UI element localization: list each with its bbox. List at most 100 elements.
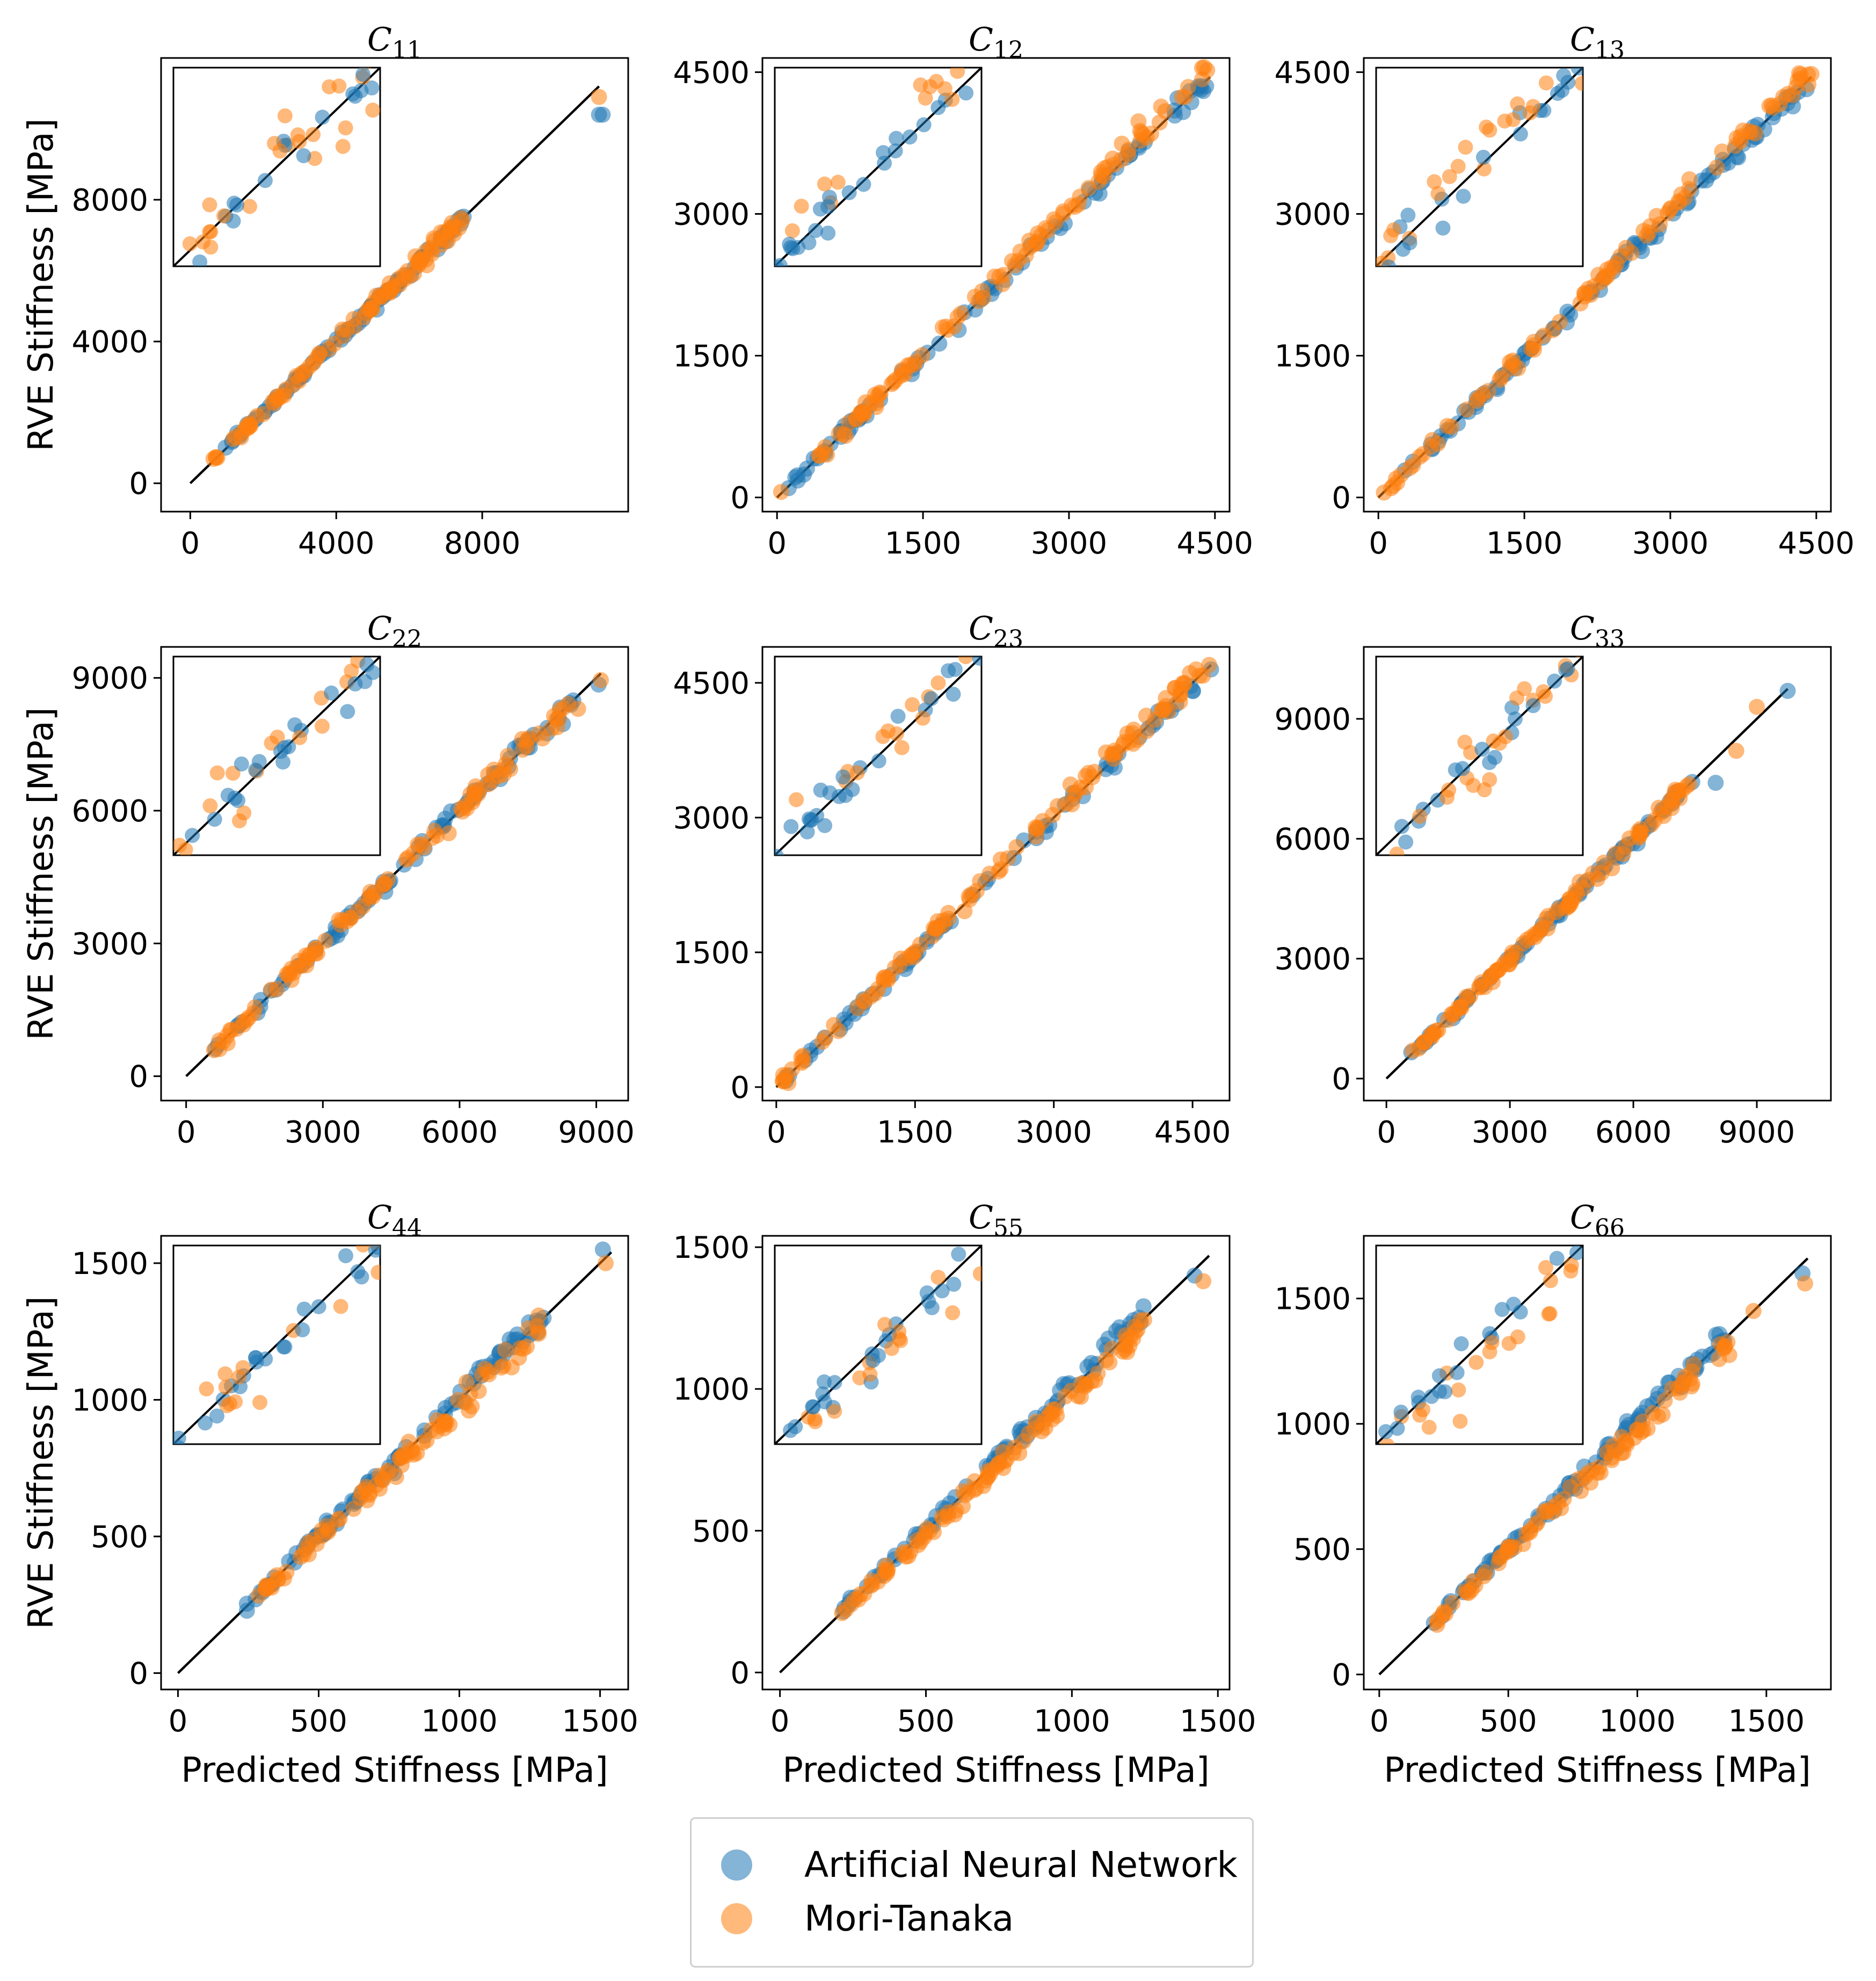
inset-point-ann [972,657,981,666]
inset [1375,656,1584,856]
data-point-mt [499,748,516,764]
scatter-points [1426,1265,1813,1633]
y-tick-label: 3000 [1274,197,1351,232]
data-point-mt [1683,1378,1700,1395]
data-point-mt [1604,860,1620,877]
data-point-mt [1646,812,1663,828]
y-tick-label: 4000 [71,325,148,360]
data-point-mt [850,1591,867,1608]
data-point-mt [863,1577,879,1594]
inset-point-mt [202,197,217,213]
y-tick-label: 3000 [71,927,148,962]
scatter-points [205,89,611,467]
x-tick-label: 1500 [562,1704,638,1739]
data-point-mt [1656,1392,1673,1409]
inset-point-ann [871,753,886,769]
data-point-mt [519,1338,535,1355]
x-tick-label: 1500 [885,526,962,561]
inset-point-ann [820,225,836,241]
inset-point-ann [947,661,963,677]
data-point-mt [593,672,609,688]
data-point-mt [345,1501,362,1517]
inset-point-ann [775,848,784,855]
inset-point-mt [817,176,832,192]
inset-point-ann [890,709,906,724]
data-point-mt [375,1472,391,1489]
inset-point-mt [807,1411,823,1427]
scatter-points [1376,65,1820,501]
data-point-mt [283,972,300,988]
inset-point-mt [202,798,218,813]
data-point-mt [263,981,280,998]
inset-point-mt [231,1370,247,1385]
data-point-mt [1631,828,1648,844]
data-point-mt [935,916,951,933]
data-point-mt [381,275,398,292]
inset-point-mt [1510,1329,1525,1345]
data-point-mt [896,1544,913,1561]
data-point-mt [297,947,314,964]
inset-point-mt [918,90,933,106]
inset-point-ann [1393,1404,1409,1420]
inset-point-mt [333,1299,348,1314]
data-point-mt [831,425,847,442]
inset-point-mt [292,134,307,149]
data-point-mt [1761,98,1778,114]
inset [774,1244,983,1445]
data-point-mt [855,992,871,1009]
inset [172,1244,381,1445]
inset-point-ann [888,143,903,159]
inset-point-ann [1449,1365,1465,1380]
x-tick-label: 0 [1369,526,1388,561]
x-tick-label: 3000 [1632,526,1709,561]
subplot-title: C33 [1570,610,1625,653]
subplot-title: C11 [367,21,422,64]
axes-frame [1363,57,1832,513]
y-tick-label: 1500 [1274,1282,1351,1317]
subplot-c55: C55 0 500 1000 1500 0 500 1000 1500 Predicted Sti… [673,1199,1256,1790]
inset-point-mt [1442,169,1457,184]
data-point-mt [301,1546,317,1563]
data-point-mt [1119,1344,1136,1360]
y-tick-label: 0 [1332,481,1351,516]
data-point-mt [1745,1303,1762,1320]
inset-point-mt [862,1366,878,1382]
inset-point-mt [945,1305,961,1321]
plot-area [774,657,1219,1091]
scatter-points [206,672,609,1059]
data-point-mt [966,1482,983,1498]
x-tick-label: 6000 [421,1115,498,1150]
y-tick-label: 1000 [71,1383,148,1418]
data-point-mt [497,1342,514,1358]
data-point-mt [1525,333,1542,350]
data-point-mt [305,354,322,371]
data-point-mt [924,928,941,945]
subplot-c12: C12 0 1500 3000 4500 0 1500 3000 4500 [673,21,1253,561]
data-point-mt [1515,935,1532,952]
legend: Artificial Neural Network Mori-Tanaka [690,1817,1254,1968]
data-point-mt [1034,1416,1051,1432]
inset-point-mt [218,1379,234,1395]
data-point-mt [1121,141,1137,158]
data-point-mt [391,1450,408,1467]
inset-plot [775,68,981,266]
data-point-mt [493,1359,510,1376]
data-point-mt [462,1386,478,1402]
data-point-ann [1779,682,1796,699]
inset-point-mt [306,127,321,142]
inset-point-ann [1378,1424,1393,1439]
data-point-mt [838,1601,854,1618]
subplot-c66: C66 0 500 1000 1500 0 500 1000 1500 Predicted Sti… [1274,1199,1832,1790]
inset-point-ann [799,824,815,840]
inset-point-ann [185,828,200,843]
data-point-mt [1562,1479,1579,1495]
y-tick-label: 500 [1293,1533,1351,1568]
data-point-mt [570,701,586,717]
inset-point-ann [1455,761,1470,776]
y-tick-label: 500 [91,1520,148,1555]
plot-area [1385,682,1796,1080]
inset-point-mt [928,74,944,89]
data-point-ann [594,1241,611,1258]
subplot-c33: C33 0 3000 6000 9000 0 3000 6000 9000 [1274,610,1832,1150]
data-point-mt [205,450,222,467]
